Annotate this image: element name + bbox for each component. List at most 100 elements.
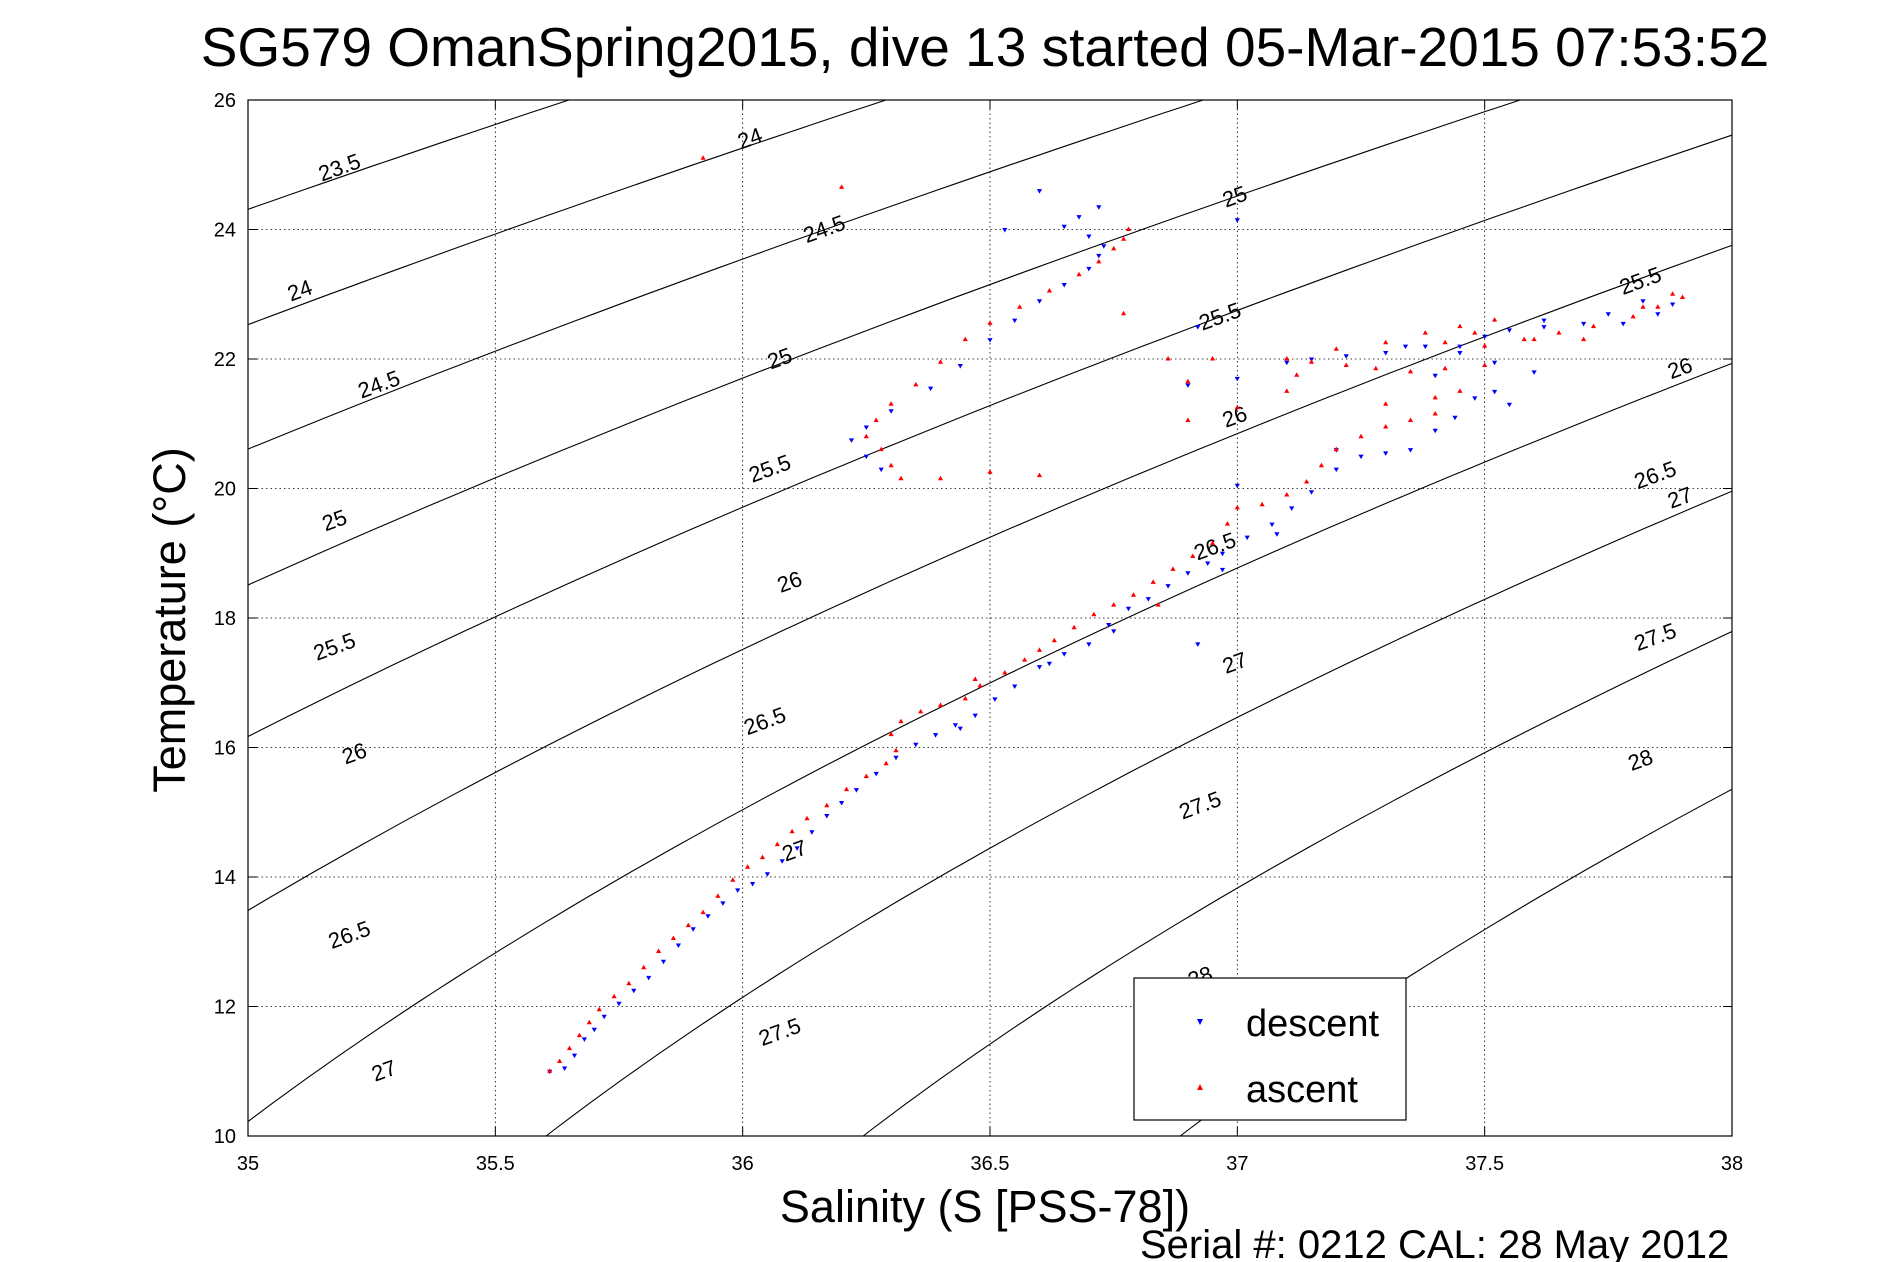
- descent-point: [987, 338, 993, 343]
- descent-point: [1492, 360, 1498, 366]
- descent-point: [1308, 490, 1315, 495]
- descent-point: [992, 697, 998, 702]
- descent-point: [1581, 321, 1587, 327]
- descent-point: [893, 755, 899, 761]
- ascent-point: [547, 1068, 553, 1073]
- ascent-point: [670, 935, 676, 940]
- y-tick-label: 26: [214, 90, 236, 112]
- ascent-point: [789, 828, 795, 834]
- descent-point: [1195, 642, 1201, 647]
- ascent-point: [586, 1019, 592, 1025]
- descent-point: [750, 882, 756, 887]
- ascent-point: [972, 676, 978, 681]
- ascent-point: [1407, 368, 1414, 374]
- x-axis-ticks: 35 35.5 36 36.5 37 37.5 38: [237, 100, 1743, 1175]
- descent-point: [1061, 283, 1067, 288]
- ascent-point: [1531, 336, 1537, 342]
- y-axis-ticks: 10 12 14 16 18 20 22 24 26: [214, 90, 1732, 1148]
- ascent-point: [1482, 362, 1488, 367]
- ascent-point: [1308, 359, 1315, 364]
- x-tick-label: 37.5: [1465, 1153, 1504, 1175]
- ascent-point: [1076, 271, 1082, 277]
- ascent-point: [576, 1032, 582, 1038]
- descent-point: [720, 901, 726, 906]
- ascent-point: [1022, 657, 1028, 662]
- descent-point: [1269, 522, 1275, 528]
- descent-point: [1096, 253, 1102, 259]
- y-tick-label: 16: [214, 738, 236, 760]
- legend-box: [1133, 977, 1407, 1121]
- descent-point: [1046, 661, 1052, 667]
- x-tick-label: 35: [237, 1153, 259, 1175]
- ascent-point: [1155, 602, 1161, 607]
- descent-point: [888, 409, 894, 414]
- ascent-point: [1407, 417, 1414, 422]
- x-tick-label: 38: [1721, 1153, 1743, 1175]
- descent-point: [1402, 344, 1409, 350]
- descent-point: [824, 814, 830, 819]
- descent-point: [1002, 228, 1008, 233]
- x-tick-label: 37: [1226, 1153, 1248, 1175]
- ascent-point: [1210, 356, 1216, 361]
- descent-point: [1422, 344, 1428, 350]
- ascent-point: [1259, 501, 1265, 507]
- ascent-point: [745, 864, 751, 869]
- plot-area: 23.5242424.524.525252525.525.525.525.526…: [214, 90, 1743, 1175]
- ascent-point: [1655, 304, 1661, 309]
- ascent-point: [1284, 388, 1290, 393]
- ascent-point: [1130, 592, 1137, 597]
- ascent-point: [937, 475, 944, 481]
- descent-point: [1195, 325, 1201, 330]
- descent-point: [1457, 351, 1463, 356]
- isopycnal-line: [248, 100, 888, 326]
- descent-point: [1205, 561, 1211, 566]
- ascent-point: [843, 786, 850, 792]
- descent-point: [913, 742, 919, 748]
- ascent-point: [1150, 579, 1156, 584]
- ascent-point: [1190, 553, 1196, 558]
- ascent-point: [700, 909, 706, 915]
- ascent-point: [1373, 365, 1379, 371]
- ascent-point: [1343, 362, 1349, 367]
- ascent-point: [1002, 670, 1008, 675]
- ascent-point: [1640, 304, 1646, 309]
- ascent-point: [1442, 339, 1448, 345]
- descent-point: [616, 1001, 622, 1007]
- descent-point: [1482, 334, 1488, 340]
- ascent-point: [1457, 323, 1463, 329]
- descent-point: [1036, 665, 1043, 670]
- ascent-point: [1679, 294, 1686, 299]
- y-tick-label: 18: [214, 608, 236, 630]
- ascent-point: [962, 336, 968, 342]
- ascent-point: [883, 760, 889, 766]
- descent-point: [779, 859, 785, 864]
- descent-point: [928, 386, 934, 392]
- ascent-point: [1383, 424, 1389, 429]
- descent-point: [631, 988, 637, 994]
- ascent-point: [1125, 226, 1132, 231]
- ascent-point: [1096, 258, 1102, 264]
- ascent-point: [1383, 401, 1389, 406]
- ascent-point: [937, 359, 944, 364]
- isopycnal-line: [248, 244, 1732, 912]
- legend-ascent-marker: [1197, 1084, 1203, 1090]
- descent-point: [1452, 415, 1458, 421]
- ascent-point: [1121, 310, 1127, 316]
- y-tick-label: 20: [214, 479, 236, 501]
- descent-point: [1244, 535, 1250, 541]
- legend-descent-label: descent: [1246, 1003, 1380, 1045]
- ascent-point: [1521, 336, 1527, 342]
- descent-point: [1620, 321, 1626, 327]
- descent-point: [1333, 467, 1339, 473]
- descent-point: [1061, 224, 1067, 230]
- ascent-point: [888, 401, 894, 406]
- descent-point: [581, 1037, 587, 1042]
- grid: [248, 100, 1732, 1136]
- ascent-point: [715, 893, 721, 898]
- descent-point: [1457, 344, 1463, 350]
- descent-point: [794, 846, 800, 851]
- descent-point: [1234, 218, 1240, 223]
- descent-point: [1101, 244, 1107, 249]
- ascent-point: [700, 155, 706, 160]
